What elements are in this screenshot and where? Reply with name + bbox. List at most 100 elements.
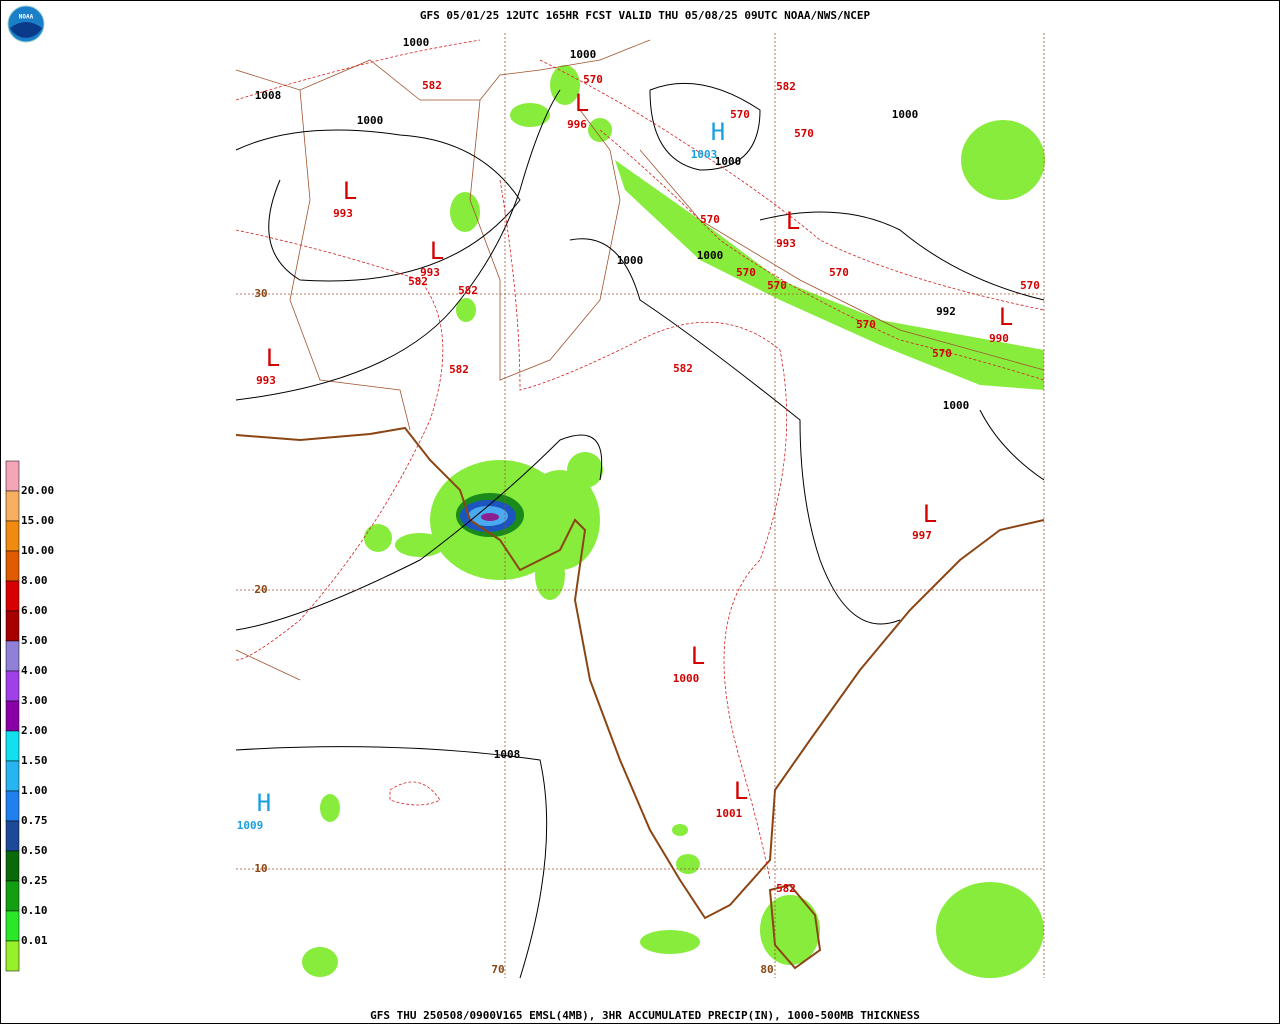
contour-label: 570 xyxy=(730,108,750,121)
pressure-center: H xyxy=(711,118,725,146)
legend-label: 0.50 xyxy=(21,844,48,857)
contour-label: 570 xyxy=(736,266,756,279)
pressure-center: L xyxy=(691,642,705,670)
legend-label: 0.10 xyxy=(21,904,48,917)
thickness xyxy=(235,39,1045,881)
contour-label: 582 xyxy=(408,275,428,288)
contour-label: 570 xyxy=(856,318,876,331)
legend-swatch xyxy=(5,790,20,822)
contour-label: 582 xyxy=(776,80,796,93)
legend-label: 0.75 xyxy=(21,814,48,827)
legend-swatch xyxy=(5,730,20,762)
contour-label: 1000 xyxy=(892,108,919,121)
grid-label: 20 xyxy=(254,583,267,596)
legend-label: 15.00 xyxy=(21,514,54,527)
contour-label: 570 xyxy=(700,213,720,226)
legend-label: 4.00 xyxy=(21,664,48,677)
legend-label: 8.00 xyxy=(21,574,48,587)
title: GFS 05/01/25 12UTC 165HR FCST VALID THU … xyxy=(420,9,871,22)
contour-label: 1000 xyxy=(617,254,644,267)
pressure-center: L xyxy=(923,500,937,528)
pressure-center: L xyxy=(999,303,1013,331)
logo-text: NOAA xyxy=(19,14,34,21)
legend-swatch xyxy=(5,640,20,672)
contour-label: 1000 xyxy=(673,672,700,685)
contour-label: 992 xyxy=(936,305,956,318)
contour-label: 1003 xyxy=(691,148,718,161)
legend-swatch xyxy=(5,880,20,912)
pressure-center: L xyxy=(575,89,589,117)
contour-label: 1000 xyxy=(715,155,742,168)
contour-label: 993 xyxy=(333,207,353,220)
contour-label: 582 xyxy=(449,363,469,376)
contour-label: 582 xyxy=(776,882,796,895)
legend-label: 10.00 xyxy=(21,544,54,557)
grid-label: 80 xyxy=(760,963,773,976)
legend-swatch xyxy=(5,760,20,792)
contour-label: 582 xyxy=(673,362,693,375)
pressure-center: L xyxy=(430,237,444,265)
contour-label: 570 xyxy=(794,127,814,140)
legend-swatch xyxy=(5,850,20,882)
isobars xyxy=(235,82,1045,979)
legend-swatch xyxy=(5,520,20,552)
contour-label: 996 xyxy=(567,118,587,131)
pressure-center: L xyxy=(266,344,280,372)
contour-label: 570 xyxy=(829,266,849,279)
contour-label: 1000 xyxy=(943,399,970,412)
legend-swatch xyxy=(5,550,20,582)
contour-label: 993 xyxy=(256,374,276,387)
graticule xyxy=(236,33,1045,978)
legend-swatch xyxy=(5,940,20,972)
pressure-center: L xyxy=(734,777,748,805)
legend-swatch xyxy=(5,460,20,492)
precip xyxy=(302,65,1045,978)
legend-label: 0.25 xyxy=(21,874,48,887)
legend-label: 20.00 xyxy=(21,484,54,497)
legend-label: 6.00 xyxy=(21,604,48,617)
contour-label: 1008 xyxy=(494,748,521,761)
legend: 20.00 15.00 10.00 8.00 6.00 5.00 4.00 3.00 2.00 1… xyxy=(5,460,54,972)
legend-label: 2.00 xyxy=(21,724,48,737)
legend-swatch xyxy=(5,700,20,732)
contour-label: 990 xyxy=(989,332,1009,345)
legend-label: 3.00 xyxy=(21,694,48,707)
contour-label: 570 xyxy=(583,73,603,86)
legend-label: 5.00 xyxy=(21,634,48,647)
contour-label: 1009 xyxy=(237,819,264,832)
contour-label: 570 xyxy=(932,347,952,360)
pressure-center: H xyxy=(257,789,271,817)
contour-label: 993 xyxy=(420,266,440,279)
legend-swatch xyxy=(5,580,20,612)
map xyxy=(235,33,1045,979)
contour-label: 1001 xyxy=(716,807,743,820)
legend-swatch xyxy=(5,820,20,852)
grid-label: 70 xyxy=(491,963,504,976)
caption: GFS THU 250508/0900V165 EMSL(4MB), 3HR A… xyxy=(370,1009,920,1022)
legend-label: 1.00 xyxy=(21,784,48,797)
legend-label: 1.50 xyxy=(21,754,48,767)
contour-label: 1000 xyxy=(697,249,724,262)
pressure-center: L xyxy=(343,177,357,205)
legend-swatch xyxy=(5,490,20,522)
legend-swatch xyxy=(5,910,20,942)
borders xyxy=(235,39,1045,681)
contour-label: 570 xyxy=(1020,279,1040,292)
contour-label: 1008 xyxy=(255,89,282,102)
pressure-center: L xyxy=(786,207,800,235)
contour-label: 1000 xyxy=(570,48,597,61)
contour-label: 1000 xyxy=(403,36,430,49)
contour-label: 582 xyxy=(422,79,442,92)
grid-label: 30 xyxy=(254,287,267,300)
contour-label: 570 xyxy=(767,279,787,292)
contour-label: 993 xyxy=(776,237,796,250)
precip-core xyxy=(456,493,524,537)
coastline xyxy=(235,426,1045,920)
contour-label: 1000 xyxy=(357,114,384,127)
grid-label: 10 xyxy=(254,862,267,875)
contour-label: 582 xyxy=(458,284,478,297)
contour-label: 997 xyxy=(912,529,932,542)
legend-swatch xyxy=(5,610,20,642)
